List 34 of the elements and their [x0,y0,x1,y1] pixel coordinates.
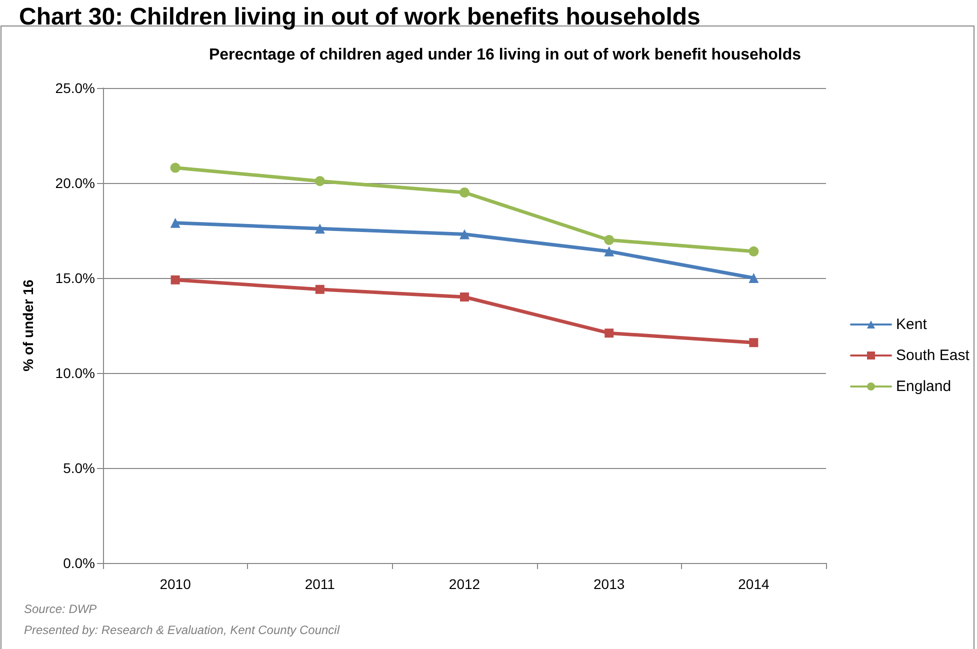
y-tick-label: 5.0% [63,460,95,476]
source-note: Source: DWP [24,602,97,616]
point [170,275,180,284]
chart-title: Chart 30: Children living in out of work benefits households [19,4,700,30]
point [315,284,324,294]
point [460,188,470,198]
point [170,162,180,173]
y-axis-title: % of under 16 [20,279,36,372]
x-tick-label: 2014 [738,576,770,592]
point [748,273,759,283]
x-tick-label: 2010 [160,576,192,592]
point [314,176,325,186]
x-tick-label: 2013 [594,576,625,592]
text: Presented by: Research & Evaluation, Kent County Council [24,623,340,637]
y-tick-label: 10.0% [55,365,95,381]
y-tick-label: 20.0% [55,175,95,191]
y-tick-label: 15.0% [55,270,95,286]
point [749,338,758,348]
point [460,229,470,240]
y-tick-label: 0.0% [63,555,95,571]
point [460,292,469,302]
chart-subtitle: Perecntage of children aged under 16 living in out of work benefit households [208,46,802,64]
legend-label: Kent [896,316,928,333]
legend-label: South East [896,347,970,364]
point [170,218,180,228]
point [604,328,614,338]
x-tick-label: 2012 [448,576,480,592]
legend-label: England [896,378,952,395]
point [604,235,614,245]
x-tick-label: 2011 [304,576,336,592]
y-tick-label: 25.0% [55,80,95,96]
point [314,224,325,234]
point [748,246,759,256]
point [604,246,614,256]
